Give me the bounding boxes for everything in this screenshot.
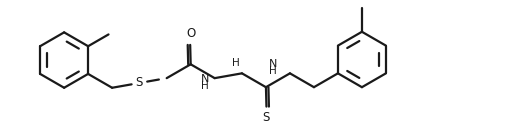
Text: S: S	[262, 111, 270, 124]
Text: N: N	[201, 74, 209, 84]
Text: H: H	[201, 81, 209, 91]
Text: H: H	[269, 66, 277, 76]
Text: S: S	[136, 76, 143, 89]
Text: H: H	[232, 58, 240, 68]
Text: O: O	[186, 27, 195, 40]
Text: N: N	[269, 59, 277, 69]
